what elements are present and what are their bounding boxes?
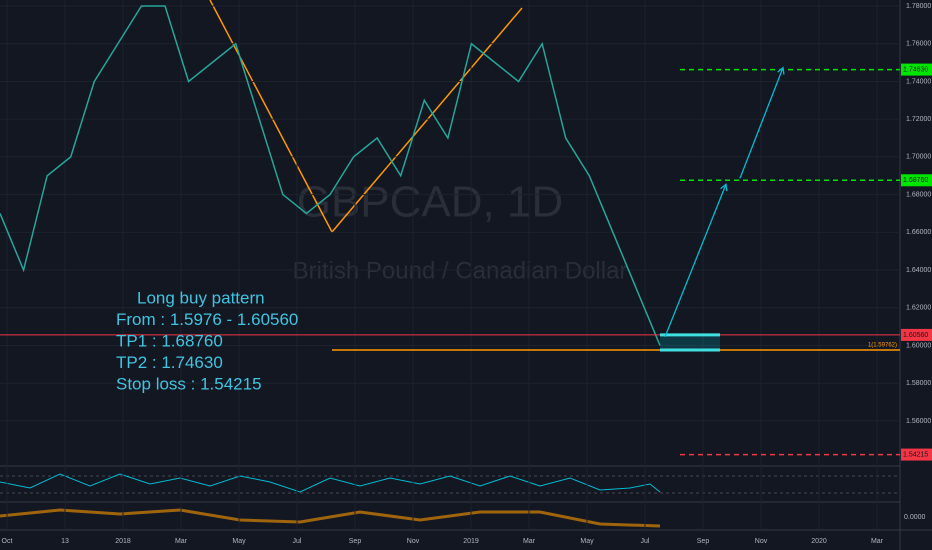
tp1-label: 1.68760 (903, 177, 928, 184)
y-tick-label: 1.56000 (906, 418, 931, 425)
watermark-description: British Pound / Canadian Dollar (293, 257, 628, 284)
watermark-symbol: GBPCAD, 1D (297, 178, 564, 227)
entry-label-box (901, 328, 932, 341)
entry-zone (660, 334, 720, 350)
note-line: Long buy pattern (137, 288, 265, 307)
y-tick-label: 1.70000 (906, 154, 931, 161)
y-tick-label: 1.74000 (906, 78, 931, 85)
rsi-line (0, 473, 661, 493)
y-tick-label: 1.60000 (906, 342, 931, 349)
projection-arrow (664, 184, 727, 338)
x-tick-label: May (232, 538, 246, 545)
x-tick-label: Mar (523, 538, 536, 545)
arrow-head (777, 66, 785, 75)
y-tick-label: 1.62000 (906, 305, 931, 312)
y-tick-label: 1.58000 (906, 380, 931, 387)
x-tick-label: Nov (755, 538, 768, 545)
x-tick-label: Sep (697, 538, 710, 545)
y-tick-label: 1.78000 (906, 3, 931, 10)
note-line: Stop loss : 1.54215 (116, 374, 262, 393)
y-tick-label: 1.72000 (906, 116, 931, 123)
y-tick-label: 1.66000 (906, 229, 931, 236)
x-tick-label: Sep (349, 538, 362, 545)
x-tick-label: Jul (641, 538, 650, 545)
x-tick-label: 2018 (115, 538, 131, 545)
y-tick-label: 1.64000 (906, 267, 931, 274)
x-tick-label: 2019 (463, 538, 479, 545)
x-tick-label: Jul (293, 538, 302, 545)
tp1-label-box (901, 174, 932, 187)
x-tick-label: Mar (175, 538, 188, 545)
note-line: TP2 : 1.74630 (116, 353, 223, 372)
arrow-head (720, 183, 728, 192)
x-tick-label: 13 (61, 538, 69, 545)
x-tick-label: Nov (407, 538, 420, 545)
indicator-tick-label: 0.0000 (904, 514, 926, 521)
stop-label-box (901, 448, 932, 461)
stop-label: 1.54215 (903, 451, 928, 458)
y-tick-label: 1.68000 (906, 191, 931, 198)
x-tick-label: May (580, 538, 594, 545)
x-tick-label: Mar (871, 538, 884, 545)
note-line: TP1 : 1.68760 (116, 331, 223, 350)
base-label: 1(1.59762) (868, 343, 897, 349)
price-line (0, 5, 661, 346)
tp2-label-box (901, 63, 932, 76)
y-tick-label: 1.76000 (906, 41, 931, 48)
x-tick-label: 2020 (811, 538, 827, 545)
indicator-histogram (0, 508, 661, 528)
x-tick-label: Oct (2, 538, 13, 545)
projection-arrow (739, 67, 784, 179)
note-line: From : 1.5976 - 1.60560 (116, 310, 298, 329)
tp2-label: 1.74630 (903, 66, 928, 73)
entry-label: 1.60560 (903, 332, 928, 339)
